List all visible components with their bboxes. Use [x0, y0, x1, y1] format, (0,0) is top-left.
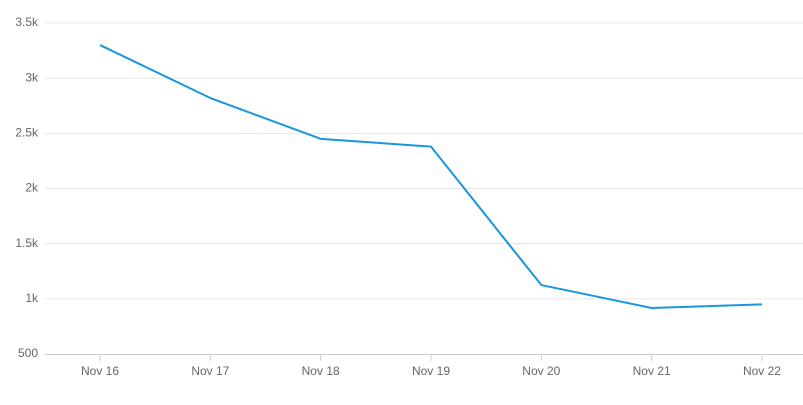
x-tick-label: Nov 20 [522, 364, 560, 378]
x-tick-label: Nov 19 [412, 364, 450, 378]
y-tick-label: 500 [18, 346, 38, 360]
x-tick-label: Nov 21 [633, 364, 671, 378]
data-line [99, 44, 763, 309]
x-tick-label: Nov 16 [81, 364, 119, 378]
y-tick-label: 1k [25, 291, 39, 305]
x-tick-label: Nov 22 [743, 364, 781, 378]
x-tick-label: Nov 18 [302, 364, 340, 378]
y-tick-label: 2.5k [15, 126, 39, 140]
x-tick-label: Nov 17 [191, 364, 229, 378]
y-tick-label: 3k [25, 70, 39, 84]
y-tick-label: 1.5k [15, 236, 39, 250]
y-tick-label: 3.5k [15, 15, 39, 29]
y-tick-label: 2k [25, 181, 39, 195]
